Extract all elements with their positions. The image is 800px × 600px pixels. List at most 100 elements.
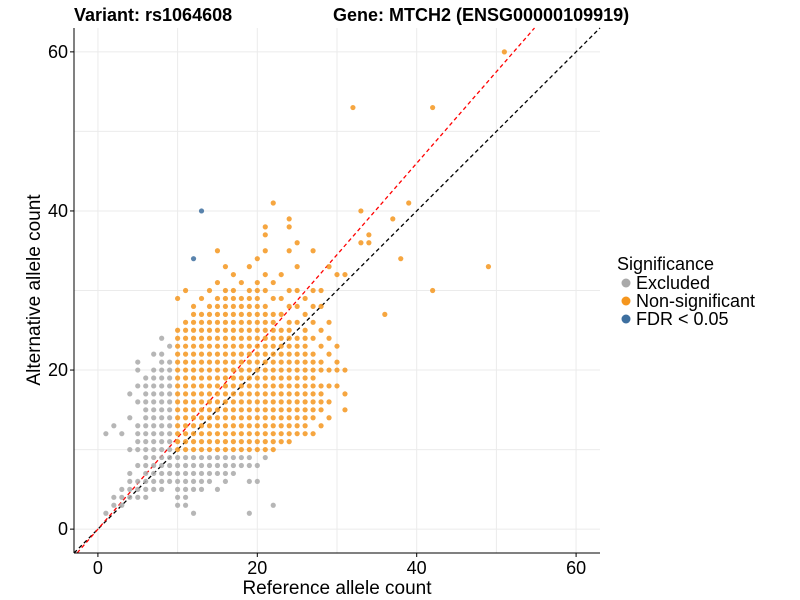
point-non-significant — [246, 264, 252, 270]
point-non-significant — [262, 303, 268, 310]
point-non-significant — [246, 439, 252, 445]
point-non-significant — [198, 423, 205, 429]
point-non-significant — [294, 359, 300, 365]
point-excluded — [214, 470, 221, 477]
point-excluded — [103, 510, 109, 516]
point-non-significant — [270, 446, 276, 453]
point-non-significant — [334, 383, 340, 389]
point-non-significant — [430, 104, 436, 111]
x-axis-ticks: 0 20 40 60 — [93, 553, 586, 578]
y-axis-ticks: 0 20 40 60 — [48, 42, 74, 539]
point-non-significant — [342, 271, 348, 278]
point-non-significant — [278, 391, 284, 397]
point-non-significant — [326, 415, 332, 421]
point-non-significant — [230, 287, 236, 294]
point-excluded — [135, 439, 141, 445]
point-excluded — [230, 454, 236, 461]
point-excluded — [151, 375, 157, 381]
point-excluded — [214, 462, 221, 469]
point-non-significant — [214, 359, 221, 365]
point-excluded — [167, 399, 173, 405]
point-non-significant — [238, 407, 244, 413]
point-non-significant — [294, 407, 300, 413]
point-excluded — [159, 407, 165, 413]
point-non-significant — [246, 367, 252, 373]
point-non-significant — [310, 375, 316, 381]
point-excluded — [151, 462, 157, 469]
point-non-significant — [214, 319, 221, 325]
point-non-significant — [206, 439, 213, 445]
point-non-significant — [182, 383, 189, 389]
point-non-significant — [182, 399, 189, 405]
point-non-significant — [326, 399, 332, 405]
point-non-significant — [182, 343, 189, 349]
point-non-significant — [198, 439, 205, 445]
point-non-significant — [238, 335, 244, 341]
point-non-significant — [214, 327, 221, 333]
point-excluded — [135, 367, 141, 373]
point-non-significant — [262, 423, 268, 429]
point-non-significant — [310, 383, 316, 389]
point-excluded — [151, 431, 157, 437]
point-non-significant — [230, 303, 236, 310]
point-non-significant — [246, 359, 252, 365]
point-non-significant — [286, 327, 292, 333]
point-fdr-0-05 — [198, 208, 205, 214]
point-non-significant — [230, 375, 236, 381]
point-excluded — [135, 462, 141, 469]
point-non-significant — [230, 335, 236, 341]
point-excluded — [182, 470, 189, 477]
point-non-significant — [262, 311, 268, 317]
point-excluded — [167, 343, 173, 349]
point-non-significant — [214, 367, 221, 373]
point-non-significant — [318, 327, 324, 333]
point-excluded — [190, 510, 197, 516]
point-non-significant — [190, 335, 197, 341]
point-excluded — [246, 510, 252, 516]
point-non-significant — [302, 295, 308, 302]
point-non-significant — [246, 399, 252, 405]
point-non-significant — [238, 343, 244, 349]
point-non-significant — [190, 446, 197, 453]
point-non-significant — [310, 399, 316, 405]
point-non-significant — [175, 423, 181, 429]
point-non-significant — [198, 327, 205, 333]
point-excluded — [151, 351, 157, 357]
point-non-significant — [390, 216, 396, 222]
point-non-significant — [175, 295, 181, 302]
point-excluded — [159, 367, 165, 373]
point-non-significant — [182, 359, 189, 365]
point-excluded — [167, 478, 173, 485]
point-non-significant — [342, 391, 348, 397]
point-non-significant — [222, 287, 229, 294]
point-non-significant — [366, 232, 372, 238]
point-non-significant — [214, 399, 221, 405]
point-excluded — [222, 462, 229, 469]
point-excluded — [135, 494, 141, 500]
point-excluded — [111, 502, 117, 508]
point-non-significant — [278, 431, 284, 437]
point-non-significant — [326, 335, 332, 341]
chart-title-variant: Variant: rs1064608 — [74, 5, 232, 25]
point-non-significant — [182, 446, 189, 453]
point-excluded — [206, 470, 213, 477]
point-non-significant — [206, 303, 213, 310]
point-non-significant — [302, 335, 308, 341]
y-tick-label: 40 — [48, 201, 68, 221]
point-excluded — [143, 383, 149, 389]
point-non-significant — [198, 311, 205, 317]
point-excluded — [167, 375, 173, 381]
point-excluded — [159, 415, 165, 421]
point-non-significant — [254, 359, 260, 365]
point-non-significant — [190, 431, 197, 437]
point-non-significant — [238, 327, 244, 333]
legend-label: FDR < 0.05 — [636, 309, 729, 329]
point-non-significant — [406, 200, 412, 206]
point-non-significant — [262, 399, 268, 405]
point-non-significant — [198, 367, 205, 373]
point-non-significant — [206, 327, 213, 333]
point-non-significant — [175, 407, 181, 413]
point-excluded — [151, 383, 157, 389]
point-non-significant — [358, 240, 364, 246]
point-non-significant — [182, 431, 189, 437]
